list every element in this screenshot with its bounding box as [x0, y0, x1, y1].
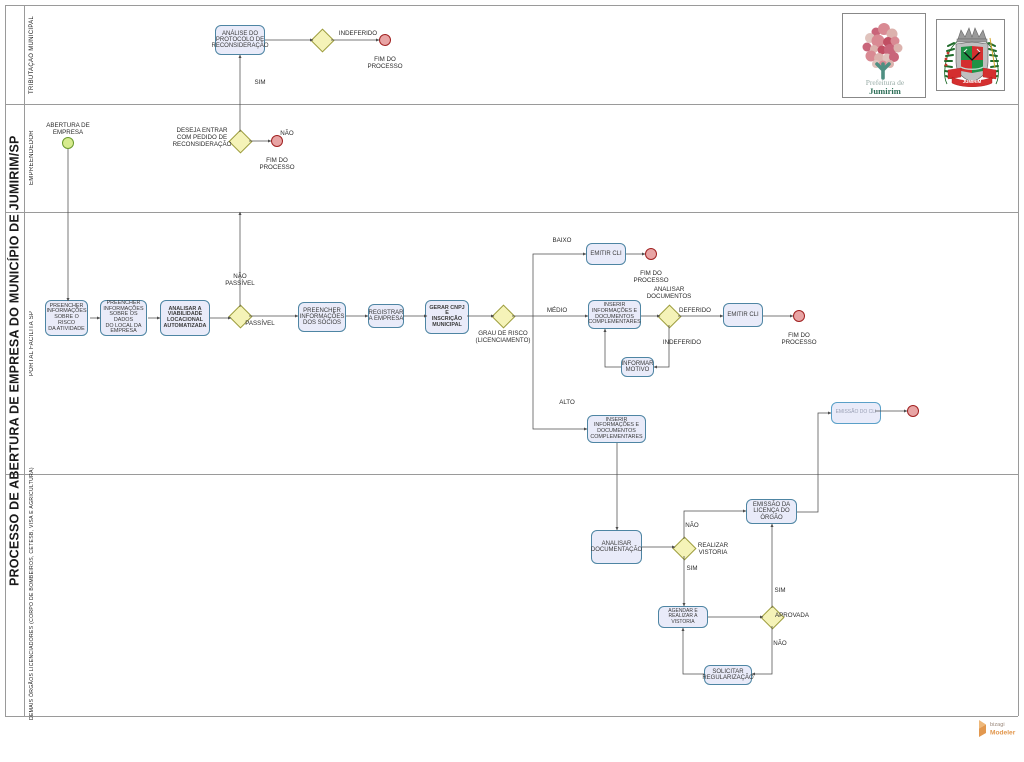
svg-text:bizagi: bizagi [990, 722, 1005, 728]
svg-text:Modeler: Modeler [990, 730, 1016, 737]
svg-text:JUMIRIM: JUMIRIM [963, 79, 982, 84]
svg-text:Jumirim: Jumirim [869, 86, 901, 96]
